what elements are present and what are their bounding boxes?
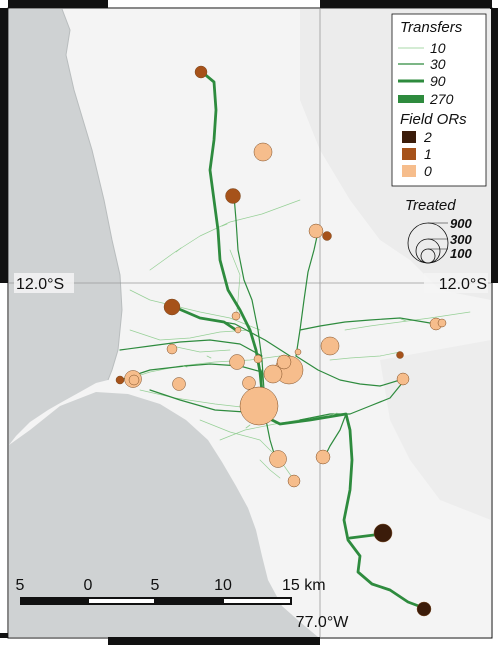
legend-treated-100: 100	[450, 246, 472, 261]
legend-fieldor-0: 0	[424, 163, 432, 179]
scale-label-0: 0	[84, 577, 93, 594]
site-circle	[320, 336, 340, 356]
legend-fieldor-1: 1	[424, 146, 432, 162]
scale-label-5: 5	[151, 577, 160, 594]
site-circle	[253, 142, 273, 162]
site-circle	[308, 223, 324, 239]
legend-treated-title: Treated	[405, 197, 456, 214]
site-circle	[276, 354, 292, 370]
scale-label-15: 15 km	[282, 577, 326, 594]
lat-label-right: 12.0°S	[439, 276, 487, 293]
legend-transfer-10: 10	[430, 40, 446, 56]
lon-label: 77.0°W	[296, 614, 350, 631]
scale-label-10: 10	[214, 577, 232, 594]
site-circle	[229, 354, 245, 370]
site-circle	[194, 65, 208, 79]
site-circle	[163, 298, 181, 316]
site-circle	[437, 318, 447, 328]
site-circle	[166, 343, 178, 355]
site-circle	[315, 449, 331, 465]
legend-transfer-270: 270	[429, 91, 454, 107]
site-circle	[416, 601, 432, 617]
legend-transfer-30: 30	[430, 56, 446, 72]
legend-fieldors-title: Field ORs	[400, 111, 467, 128]
site-circle	[242, 376, 256, 390]
site-circle	[287, 474, 301, 488]
site-circle	[396, 351, 404, 359]
legend-treated-900: 900	[450, 216, 472, 231]
site-circle	[373, 523, 393, 543]
legend-treated-300: 300	[450, 232, 472, 247]
site-circle	[239, 386, 279, 426]
site-circle	[294, 348, 302, 356]
site-circle	[231, 311, 241, 321]
scale-bar: 5 0 5 10 15 km	[16, 577, 326, 605]
legend-transfers-title: Transfers	[400, 19, 463, 36]
scale-label-neg5: 5	[16, 577, 25, 594]
field-or-circles	[115, 65, 447, 617]
graticule-labels: 12.0°S 12.0°S 77.0°W	[14, 273, 488, 631]
legend-fieldor-2: 2	[423, 129, 432, 145]
ocean-area	[9, 9, 122, 445]
lat-label-left: 12.0°S	[16, 276, 64, 293]
ocean-south	[9, 392, 318, 637]
site-circle	[115, 375, 125, 385]
legend: Transfers 10 30 90 270 Field ORs 2 1 0 T…	[391, 13, 487, 264]
site-circle	[172, 377, 186, 391]
site-circle	[396, 372, 410, 386]
site-circle	[128, 374, 140, 386]
legend-transfer-90: 90	[430, 73, 446, 89]
site-circle	[225, 188, 241, 204]
site-circle	[269, 450, 287, 468]
site-circle	[253, 354, 263, 364]
site-circle	[234, 326, 242, 334]
site-circle	[322, 231, 332, 241]
site-circle	[263, 364, 283, 384]
